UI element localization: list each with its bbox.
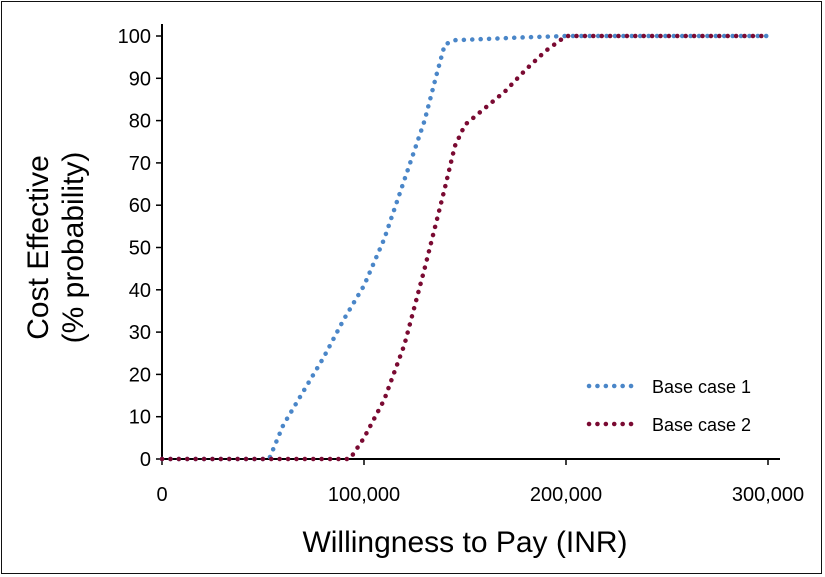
- legend: Base case 1 Base case 2: [586, 377, 751, 435]
- y-axis-title-line2: (% probability): [57, 152, 90, 344]
- legend-item: Base case 2: [586, 415, 751, 435]
- y-tick-label: 10: [129, 407, 151, 429]
- y-tick-label: 70: [129, 153, 151, 175]
- legend-label: Base case 2: [652, 415, 751, 435]
- y-tick-label: 90: [129, 68, 151, 90]
- y-tick-label: 30: [129, 322, 151, 344]
- y-axis-title-group: Cost Effective (% probability): [22, 152, 90, 344]
- series-line-2: [159, 33, 771, 462]
- y-tick-label: 100: [118, 26, 151, 48]
- y-tick-label: 80: [129, 111, 151, 133]
- x-tick-label: 200,000: [530, 484, 602, 506]
- legend-label: Base case 1: [652, 377, 751, 397]
- y-ticks-group: 0 10 20 30 40 50 60 70 80 90 100: [118, 26, 162, 471]
- x-ticks-group: 0 100,000 200,000 300,000: [156, 459, 804, 506]
- x-axis-title: Willingness to Pay (INR): [302, 526, 627, 559]
- y-tick-label: 50: [129, 238, 151, 260]
- y-tick-label: 40: [129, 280, 151, 302]
- x-tick-label: 0: [156, 484, 167, 506]
- y-tick-label: 60: [129, 195, 151, 217]
- series-group: [159, 33, 771, 462]
- x-tick-label: 300,000: [732, 484, 804, 506]
- series-line-1: [159, 33, 771, 462]
- legend-item: Base case 1: [586, 377, 751, 397]
- y-tick-label: 20: [129, 364, 151, 386]
- x-tick-label: 100,000: [328, 484, 400, 506]
- y-tick-label: 0: [140, 449, 151, 471]
- y-axis-title-line1: Cost Effective: [22, 155, 55, 340]
